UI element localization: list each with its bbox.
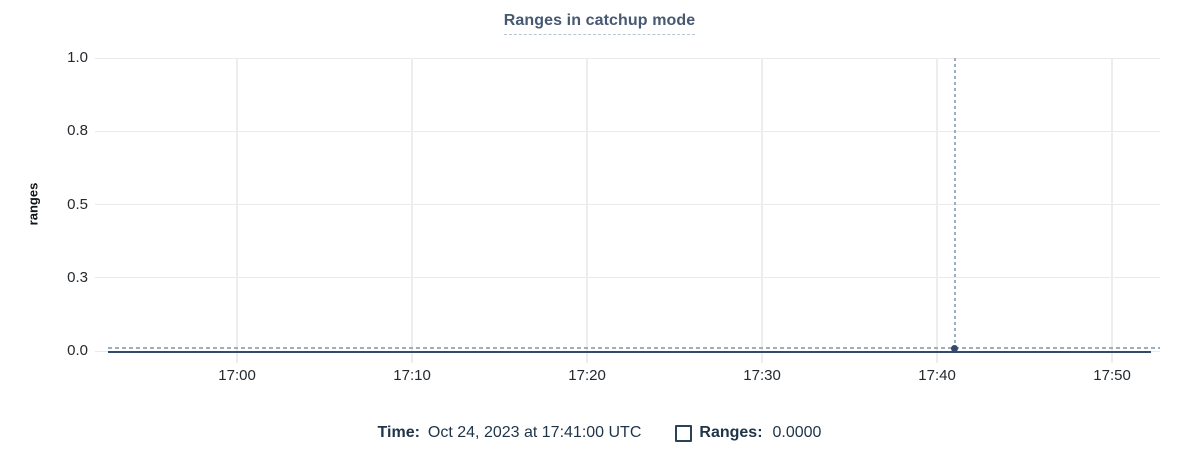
x-tick-label: 17:00 [218,367,256,384]
series-line-ranges [107,350,1151,353]
x-tick-label: 17:50 [1093,367,1131,384]
cursor-horizontal-line [108,347,1160,349]
x-tick-label: 17:30 [743,367,781,384]
x-tick-label: 17:20 [568,367,606,384]
y-tick-label: 0.5 [67,195,88,213]
h-gridline [95,204,1160,205]
plot-area[interactable]: 0.0 0.3 0.5 0.8 1.0 17:00 17:10 17:20 17:30 17:40… [67,49,1160,384]
hover-legend: Time: Oct 24, 2023 at 17:41:00 UTC Ranges… [0,420,1199,446]
hover-time-label: Time: [377,424,420,441]
hovered-point-dot [951,344,959,352]
y-tick-label: 1.0 [67,49,88,66]
x-tick-label: 17:40 [918,367,956,384]
series-toggle-checkbox[interactable] [675,424,693,442]
v-gridline [236,58,239,363]
h-gridline [95,277,1160,279]
h-gridline [95,57,1160,59]
v-gridline [1111,58,1114,363]
series-label: Ranges: [699,424,763,441]
legend-series-ranges: Ranges: 0.0000 [675,424,821,442]
chart-title[interactable]: Ranges in catchup mode [503,12,696,35]
hover-time-value: Oct 24, 2023 at 17:41:00 UTC [427,424,642,441]
v-gridline [936,58,939,363]
v-gridline [411,58,414,363]
y-tick-label: 0.3 [67,268,88,286]
hover-time: Time: Oct 24, 2023 at 17:41:00 UTC [378,424,642,442]
series-hover-value: 0.0000 [772,424,822,441]
x-tick-label: 17:10 [393,367,431,384]
cursor-vertical-line [953,58,956,347]
v-gridline [586,58,589,363]
chart-title-row: Ranges in catchup mode [0,12,1199,35]
h-gridline [95,130,1160,132]
y-tick-label: 0.8 [67,122,88,140]
y-tick-label: 0.0 [67,342,88,359]
v-gridline [761,58,764,363]
